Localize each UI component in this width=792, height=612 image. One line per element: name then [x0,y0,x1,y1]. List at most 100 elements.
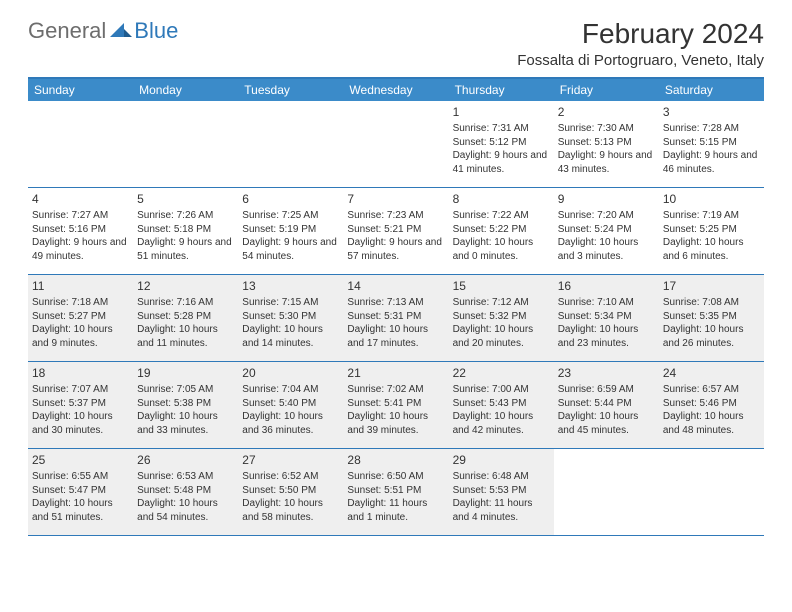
day-line: Sunrise: 7:07 AM [32,383,129,397]
day-line: Daylight: 9 hours and 57 minutes. [347,236,444,263]
day-cell: 7Sunrise: 7:23 AMSunset: 5:21 PMDaylight… [343,188,448,274]
day-line: Sunrise: 7:25 AM [242,209,339,223]
weeks-container: 1Sunrise: 7:31 AMSunset: 5:12 PMDaylight… [28,101,764,536]
day-number: 29 [453,452,550,468]
day-cell: 5Sunrise: 7:26 AMSunset: 5:18 PMDaylight… [133,188,238,274]
day-line: Daylight: 11 hours and 4 minutes. [453,497,550,524]
day-line: Daylight: 10 hours and 45 minutes. [558,410,655,437]
day-line: Daylight: 9 hours and 41 minutes. [453,149,550,176]
day-number: 14 [347,278,444,294]
day-line: Sunset: 5:19 PM [242,223,339,237]
day-line: Sunset: 5:34 PM [558,310,655,324]
day-cell: 19Sunrise: 7:05 AMSunset: 5:38 PMDayligh… [133,362,238,448]
day-number: 23 [558,365,655,381]
day-number: 8 [453,191,550,207]
day-cell: 2Sunrise: 7:30 AMSunset: 5:13 PMDaylight… [554,101,659,187]
day-cell: 12Sunrise: 7:16 AMSunset: 5:28 PMDayligh… [133,275,238,361]
day-line: Sunset: 5:53 PM [453,484,550,498]
day-number: 12 [137,278,234,294]
day-line: Daylight: 9 hours and 43 minutes. [558,149,655,176]
day-line: Daylight: 10 hours and 36 minutes. [242,410,339,437]
day-line: Sunrise: 6:55 AM [32,470,129,484]
day-cell: 22Sunrise: 7:00 AMSunset: 5:43 PMDayligh… [449,362,554,448]
day-cell: 10Sunrise: 7:19 AMSunset: 5:25 PMDayligh… [659,188,764,274]
day-number: 11 [32,278,129,294]
day-line: Daylight: 10 hours and 48 minutes. [663,410,760,437]
day-line: Sunrise: 7:12 AM [453,296,550,310]
day-number: 20 [242,365,339,381]
day-line: Sunrise: 7:02 AM [347,383,444,397]
day-line: Sunset: 5:16 PM [32,223,129,237]
day-line: Sunset: 5:47 PM [32,484,129,498]
day-line: Sunrise: 7:23 AM [347,209,444,223]
day-line: Daylight: 9 hours and 51 minutes. [137,236,234,263]
day-line: Daylight: 10 hours and 17 minutes. [347,323,444,350]
day-line: Daylight: 10 hours and 14 minutes. [242,323,339,350]
day-line: Sunset: 5:22 PM [453,223,550,237]
week-row: 18Sunrise: 7:07 AMSunset: 5:37 PMDayligh… [28,362,764,449]
day-number: 15 [453,278,550,294]
day-line: Sunset: 5:27 PM [32,310,129,324]
day-line: Sunrise: 6:59 AM [558,383,655,397]
day-number: 25 [32,452,129,468]
day-line: Sunset: 5:25 PM [663,223,760,237]
week-row: 4Sunrise: 7:27 AMSunset: 5:16 PMDaylight… [28,188,764,275]
day-cell: 24Sunrise: 6:57 AMSunset: 5:46 PMDayligh… [659,362,764,448]
day-cell: 28Sunrise: 6:50 AMSunset: 5:51 PMDayligh… [343,449,448,535]
day-number: 28 [347,452,444,468]
day-line: Sunrise: 7:08 AM [663,296,760,310]
day-number: 5 [137,191,234,207]
day-line: Daylight: 10 hours and 23 minutes. [558,323,655,350]
day-line: Sunset: 5:43 PM [453,397,550,411]
day-line: Daylight: 9 hours and 49 minutes. [32,236,129,263]
day-number: 2 [558,104,655,120]
day-line: Sunset: 5:24 PM [558,223,655,237]
day-number: 4 [32,191,129,207]
day-line: Daylight: 10 hours and 6 minutes. [663,236,760,263]
day-cell: 15 Sunrise: 7:12 AMSunset: 5:32 PMDayligh… [449,275,554,361]
day-line: Sunset: 5:44 PM [558,397,655,411]
day-line: Daylight: 10 hours and 20 minutes. [453,323,550,350]
day-cell: 26Sunrise: 6:53 AMSunset: 5:48 PMDayligh… [133,449,238,535]
day-line: Sunset: 5:28 PM [137,310,234,324]
day-line: Sunrise: 7:20 AM [558,209,655,223]
day-cell [133,101,238,187]
day-line: Sunrise: 7:18 AM [32,296,129,310]
day-line: Sunset: 5:50 PM [242,484,339,498]
day-line: Sunset: 5:41 PM [347,397,444,411]
title-block: February 2024 Fossalta di Portogruaro, V… [517,18,764,69]
day-line: Sunrise: 7:19 AM [663,209,760,223]
day-line: Daylight: 10 hours and 42 minutes. [453,410,550,437]
day-cell: 18Sunrise: 7:07 AMSunset: 5:37 PMDayligh… [28,362,133,448]
day-header-row: Sunday Monday Tuesday Wednesday Thursday… [28,79,764,101]
day-line: Daylight: 10 hours and 9 minutes. [32,323,129,350]
day-line: Daylight: 10 hours and 3 minutes. [558,236,655,263]
day-cell: 3Sunrise: 7:28 AMSunset: 5:15 PMDaylight… [659,101,764,187]
day-line: Sunrise: 6:48 AM [453,470,550,484]
header: General Blue February 2024 Fossalta di P… [28,18,764,69]
day-header-sat: Saturday [659,79,764,101]
day-line: Daylight: 10 hours and 26 minutes. [663,323,760,350]
day-number: 9 [558,191,655,207]
week-row: 25Sunrise: 6:55 AMSunset: 5:47 PMDayligh… [28,449,764,536]
day-cell: 17 Sunrise: 7:08 AMSunset: 5:35 PMDayligh… [659,275,764,361]
day-cell: 11 Sunrise: 7:18 AMSunset: 5:27 PMDayligh… [28,275,133,361]
day-line: Sunset: 5:48 PM [137,484,234,498]
day-line: Sunrise: 6:57 AM [663,383,760,397]
month-title: February 2024 [517,18,764,50]
day-line: Daylight: 10 hours and 51 minutes. [32,497,129,524]
logo-text-blue: Blue [134,18,178,44]
day-number: 3 [663,104,760,120]
day-header-mon: Monday [133,79,238,101]
day-line: Sunrise: 6:53 AM [137,470,234,484]
day-line: Sunset: 5:35 PM [663,310,760,324]
day-line: Sunset: 5:32 PM [453,310,550,324]
day-line: Sunset: 5:18 PM [137,223,234,237]
day-line: Daylight: 9 hours and 54 minutes. [242,236,339,263]
day-line: Sunrise: 7:13 AM [347,296,444,310]
day-number: 18 [32,365,129,381]
day-cell: 13Sunrise: 7:15 AMSunset: 5:30 PMDayligh… [238,275,343,361]
day-line: Sunrise: 7:22 AM [453,209,550,223]
day-number: 17 [663,278,760,294]
day-line: Daylight: 10 hours and 58 minutes. [242,497,339,524]
